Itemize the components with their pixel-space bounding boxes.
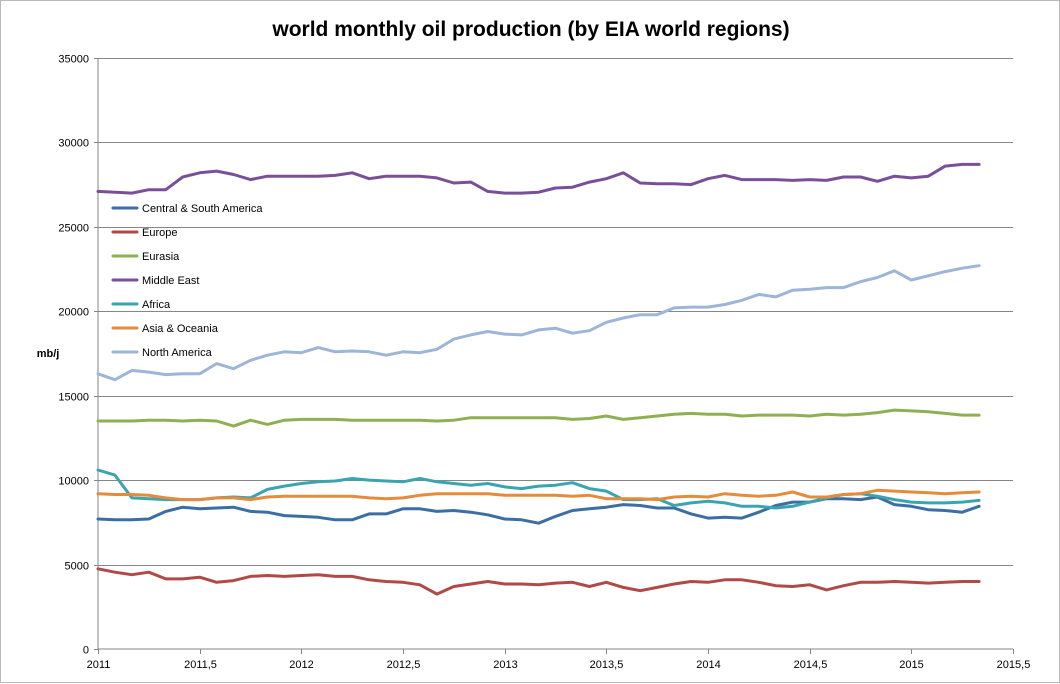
series-line-africa	[96, 468, 981, 510]
y-tick-label: 30000	[58, 138, 89, 150]
x-tick-label: 2015	[899, 659, 923, 671]
axes	[97, 58, 1013, 650]
legend-label-europe: Europe	[142, 227, 177, 239]
y-tick-label: 10000	[58, 476, 89, 488]
legend-label-africa: Africa	[142, 299, 171, 311]
x-tick-label: 2011,5	[184, 659, 217, 671]
legend-label-central-south-america: Central & South America	[142, 203, 263, 215]
x-tick-label: 2013	[493, 659, 517, 671]
series-line-eurasia	[96, 408, 981, 428]
series-lines	[96, 162, 981, 596]
x-tick-label: 2011	[87, 659, 111, 671]
series-line-north-america	[96, 264, 981, 382]
x-tick-label: 2013,5	[590, 659, 624, 671]
legend-label-eurasia: Eurasia	[142, 251, 180, 263]
y-tick-label: 5000	[65, 561, 89, 573]
legend-label-middle-east: Middle East	[142, 275, 199, 287]
series-line-central-south-america	[96, 495, 981, 525]
x-tick-label: 2012,5	[387, 659, 421, 671]
x-tick-label: 2014	[696, 659, 720, 671]
series-line-europe	[96, 567, 981, 596]
gridlines	[94, 58, 1014, 654]
y-tick-label: 15000	[58, 392, 89, 404]
series-line-asia-oceania	[96, 488, 981, 502]
y-tick-label: 0	[83, 645, 89, 657]
x-tick-label: 2015,5	[997, 659, 1031, 671]
legend-label-asia-oceania: Asia & Oceania	[142, 323, 219, 335]
legend-label-north-america: North America	[142, 347, 213, 359]
x-tick-label: 2012	[289, 659, 313, 671]
y-tick-label: 35000	[58, 54, 89, 66]
series-line-middle-east	[96, 162, 981, 195]
y-tick-labels: 0 5000 10000 15000 20000 25000 30000 35000	[58, 54, 89, 657]
y-tick-label: 25000	[58, 223, 89, 235]
y-axis-label: mb/j	[37, 348, 60, 360]
legend: Central & South America Europe Eurasia Midd…	[111, 203, 263, 359]
chart-title: world monthly oil production (by EIA wor…	[271, 18, 789, 41]
x-tick-labels: 2011 2011,5 2012 2012,5 2013 2013,5 2014 2014,5…	[87, 659, 1031, 671]
y-tick-label: 20000	[58, 307, 89, 319]
x-tick-label: 2014,5	[794, 659, 828, 671]
